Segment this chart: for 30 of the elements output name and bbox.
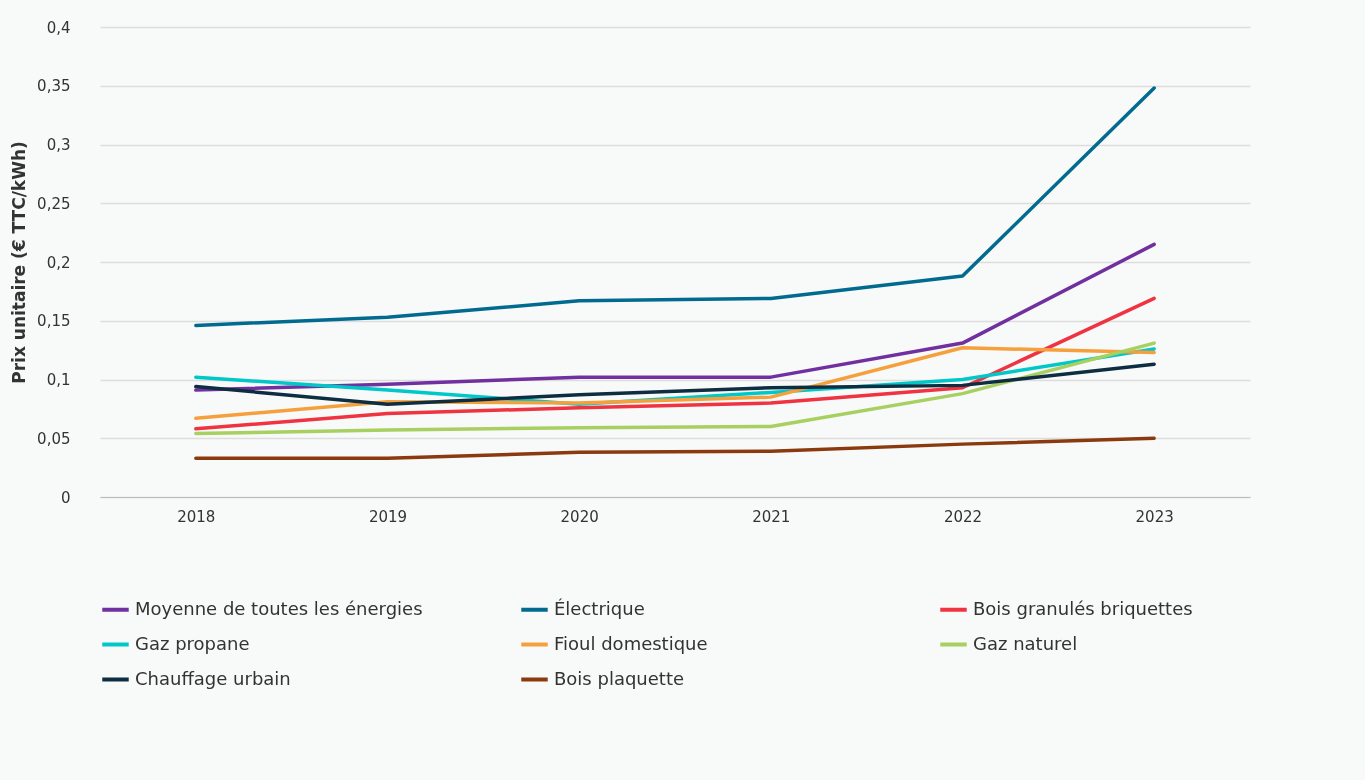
x-tick-label: 2020 (560, 507, 599, 526)
y-tick-label: 0,3 (46, 136, 71, 154)
legend-label: Gaz naturel (973, 632, 1078, 654)
y-tick-label: 0,05 (37, 429, 71, 448)
line-series (194, 436, 1156, 460)
legend-label: Gaz propane (135, 632, 250, 654)
legend-label: Électrique (554, 597, 645, 619)
x-tick-label: 2023 (1135, 507, 1174, 526)
y-tick-label: 0,15 (37, 312, 71, 331)
legend-label: Fioul domestique (554, 632, 708, 654)
x-tick-label: 2022 (943, 507, 983, 526)
x-tick-label: 2019 (368, 507, 408, 526)
x-tick-label: 2018 (177, 507, 216, 526)
line-series (194, 296, 1156, 431)
x-tick-label: 2021 (752, 507, 791, 526)
legend-label: Moyenne de toutes les énergies (135, 597, 423, 619)
y-tick-label: 0,4 (46, 18, 71, 37)
y-tick-label: 0,1 (46, 371, 71, 389)
line-series (194, 341, 1156, 436)
line-series (194, 86, 1156, 328)
legend-label: Bois granulés briquettes (973, 597, 1193, 619)
line-series (194, 362, 1156, 406)
line-series (194, 242, 1156, 392)
y-tick-label: 0 (60, 488, 71, 507)
y-tick-label: 0,2 (46, 253, 71, 272)
legend-label: Chauffage urbain (135, 667, 291, 689)
y-tick-label: 0,35 (37, 77, 71, 96)
legend-label: Bois plaquette (554, 667, 685, 689)
y-axis-title: Prix unitaire (€ TTC/kWh) (9, 141, 30, 384)
y-tick-label: 0,25 (37, 194, 71, 213)
